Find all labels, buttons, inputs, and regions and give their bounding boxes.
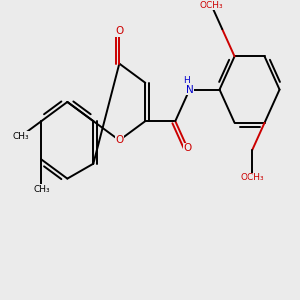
Text: OCH₃: OCH₃ (200, 1, 223, 10)
Text: O: O (115, 135, 123, 145)
Text: N: N (186, 85, 194, 94)
Text: O: O (115, 26, 123, 36)
Text: O: O (184, 143, 192, 153)
Text: H: H (184, 76, 190, 85)
Text: OCH₃: OCH₃ (240, 173, 264, 182)
Text: CH₃: CH₃ (33, 185, 50, 194)
Text: CH₃: CH₃ (13, 132, 29, 141)
